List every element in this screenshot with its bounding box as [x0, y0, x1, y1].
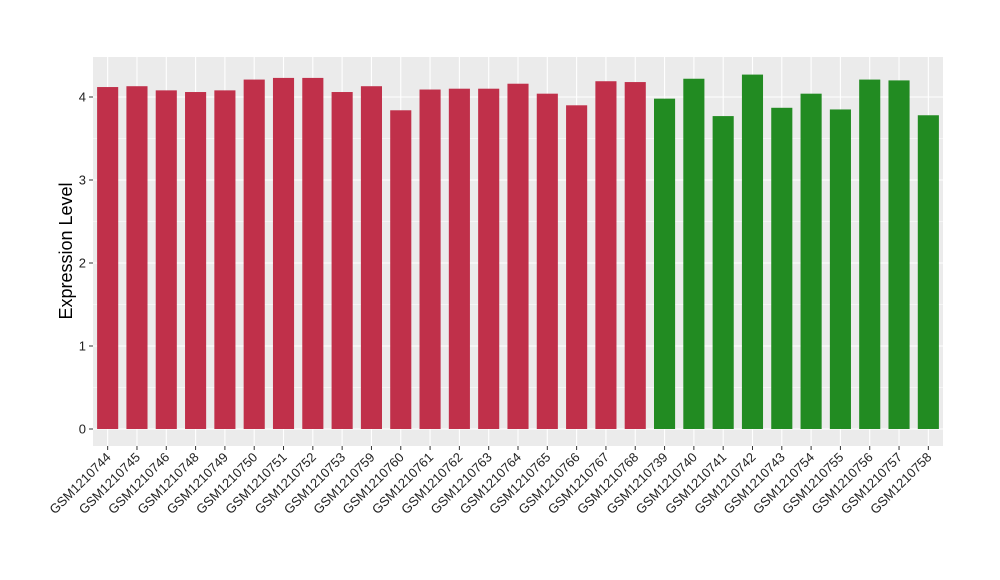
bar — [829, 109, 851, 429]
bar — [214, 90, 236, 430]
bar — [624, 82, 646, 429]
bar — [126, 86, 148, 430]
bar — [683, 78, 705, 430]
y-tick-label: 1 — [79, 339, 86, 354]
bar — [243, 79, 265, 429]
bar — [478, 88, 500, 429]
bar — [390, 110, 412, 429]
bar — [595, 81, 617, 429]
bar — [800, 93, 822, 430]
y-tick-label: 4 — [79, 90, 86, 105]
y-tick-label: 0 — [79, 422, 86, 437]
bar — [712, 116, 734, 429]
bar — [331, 92, 353, 430]
bar — [302, 77, 324, 429]
bar — [360, 86, 382, 430]
y-tick-label: 3 — [79, 173, 86, 188]
bar — [97, 87, 119, 429]
bar — [272, 77, 295, 429]
bar — [185, 92, 207, 430]
bar — [859, 79, 881, 429]
bar — [448, 88, 470, 429]
x-axis: GSM1210744GSM1210745GSM1210746GSM1210748… — [46, 446, 934, 517]
bar — [507, 83, 529, 429]
bar — [536, 93, 558, 430]
bar — [654, 98, 676, 429]
y-axis-title: Expression Level — [56, 182, 76, 319]
bar — [917, 115, 939, 429]
bar — [888, 80, 910, 430]
bars — [97, 74, 939, 430]
y-axis: 0 1 2 3 4 — [79, 90, 93, 437]
bar — [741, 74, 764, 429]
bar — [155, 90, 177, 430]
bar — [771, 107, 793, 429]
y-tick-label: 2 — [79, 256, 86, 271]
bar — [566, 105, 588, 430]
bar — [419, 89, 441, 429]
